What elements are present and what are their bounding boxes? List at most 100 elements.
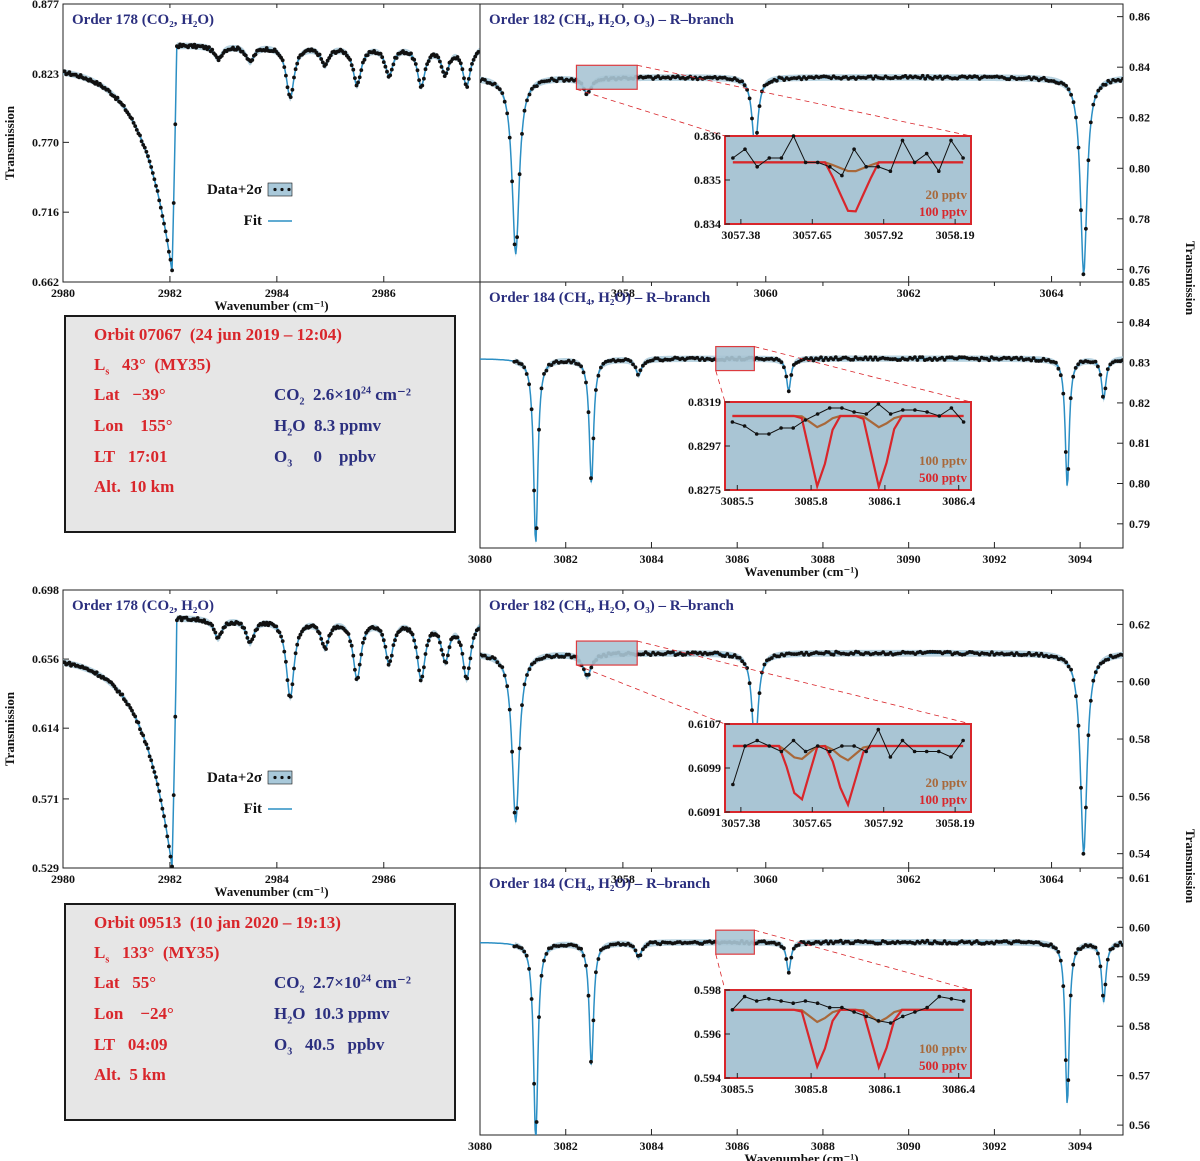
data-point [524,953,529,958]
data-point [362,57,367,62]
data-point [455,635,460,640]
data-point [441,652,445,657]
data-point [1105,367,1110,371]
data-point [457,640,462,645]
h2o-sub: 2 [287,427,293,439]
x-axis-label: Wavenumber (cm⁻¹) [214,298,328,313]
data-point [168,257,173,262]
data-point [195,616,200,620]
x-axis-label: Wavenumber (cm⁻¹) [214,884,328,899]
x-tick-label: 3094 [1068,552,1092,566]
co2-unit: cm⁻² [375,385,411,404]
data-point [1054,946,1058,951]
data-point [549,946,554,950]
data-point [1093,945,1098,950]
data-point [468,656,473,661]
inset-y-tick-label: 0.8319 [688,395,721,409]
data-point [154,184,158,188]
data-point [422,665,426,670]
data-point [757,691,762,695]
data-point [801,940,806,945]
data-point [353,76,357,80]
y-tick-label: 0.81 [1129,436,1150,450]
co2-unit: cm⁻² [375,973,411,992]
data-point [878,941,883,946]
inset-x-tick-label: 3086.4 [942,494,975,508]
inset-x-tick-label: 3086.4 [942,1082,975,1096]
data-point [1076,145,1081,150]
data-point [383,64,388,69]
data-point [757,104,762,108]
data-point [821,358,826,363]
data-point [769,656,774,660]
observed-point [840,406,844,410]
observed-point [961,738,965,743]
data-point [1074,694,1078,699]
data-point [394,633,399,638]
y-axis-label-bottom-right: Transmission [1183,829,1198,904]
y-tick-label: 0.60 [1129,675,1150,689]
data-point [167,844,171,849]
observed-point [913,408,917,412]
observed-point [779,156,784,160]
data-point [500,665,505,669]
model-high-line [732,414,964,492]
data-point [505,111,510,116]
inset-x-tick-label: 3086.1 [868,494,901,508]
data-point [388,659,393,663]
panel-bot-178: 0.529 0.571 0.614 0.656 0.698 2980 2982 2984 298… [32,583,481,899]
data-point [413,62,418,66]
data-point [527,967,531,971]
observed-point [767,432,771,436]
data-point [567,652,571,657]
data-point [1084,226,1088,231]
data-point [319,637,324,641]
data-point [1061,391,1066,396]
data-point [1086,733,1091,738]
data-point [293,651,298,656]
ls-row: Ls 133° (MY35) [94,943,219,965]
data-point [658,942,663,947]
y-tick-label: 0.877 [32,0,59,11]
data-point [425,62,429,66]
lat-value: −39° [132,385,166,404]
data-point [147,754,152,759]
data-point [532,488,536,493]
data-point [1103,982,1108,987]
data-point [146,154,150,159]
orbit-header: Orbit 09513 (10 jan 2020 – 19:13) [94,913,341,933]
data-point [279,634,283,639]
data-point [742,83,747,88]
legend-data-dot [287,775,291,780]
panel-title: Order 184 (CH₄, H₂O) – R–branch [489,876,711,892]
y-tick-label: 0.57 [1129,1069,1150,1083]
data-point [774,78,779,83]
co2-sub: 2 [299,984,305,996]
inset-x-tick-label: 3057.92 [864,228,903,242]
data-point [386,662,391,667]
data-point [529,997,534,1001]
data-point [415,68,420,73]
y-tick-label: 0.78 [1129,212,1150,226]
o3-sub: 3 [287,1046,293,1058]
co2-label: CO [274,973,300,992]
data-point [138,133,142,138]
observed-point [925,1005,929,1010]
data-point [628,359,633,363]
data-point [444,660,449,665]
inset-low-label: 100 pptv [919,453,968,468]
data-point [381,638,386,643]
data-point [444,71,449,76]
observed-point [876,165,881,169]
data-point [1069,92,1073,97]
y-tick-label: 0.58 [1129,1019,1150,1033]
observed-point [852,1010,856,1014]
lt-value: 17:01 [127,447,168,466]
data-point [1042,75,1046,80]
data-point [537,427,541,432]
data-point [1110,946,1115,951]
inset-y-tick-label: 0.596 [694,1027,721,1041]
data-point [417,78,421,82]
data-point [1066,1078,1071,1082]
legend-fit-label: Fit [244,801,262,817]
